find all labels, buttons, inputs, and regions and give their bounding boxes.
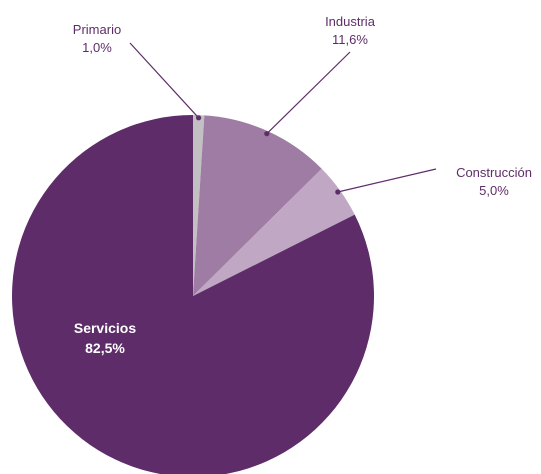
pie-slice-industria <box>193 115 322 296</box>
leader-lines <box>129 42 437 195</box>
pie-slice-construccion <box>193 168 355 296</box>
slice-labels: Primario 1,0% Industria 11,6% Construcción 5,… <box>73 14 532 356</box>
pie-slice-primario <box>193 115 205 296</box>
slice-value-industria: 11,6% <box>332 32 368 47</box>
slice-value-primario: 1,0% <box>82 40 112 55</box>
slice-label-industria: Industria <box>325 14 376 29</box>
leader-dot-construccion <box>335 189 341 195</box>
leader-line-construccion <box>337 168 437 193</box>
leader-dot-industria <box>264 131 270 137</box>
pie-slice-servicios <box>12 115 374 474</box>
slice-label-construccion: Construcción <box>456 165 532 180</box>
leader-line-primario <box>129 42 200 119</box>
slice-label-primario: Primario <box>73 22 121 37</box>
leader-line-industria <box>266 51 351 135</box>
slice-value-construccion: 5,0% <box>479 183 509 198</box>
slice-label-servicios: Servicios <box>74 320 136 336</box>
leader-dot-primario <box>195 115 202 121</box>
slice-value-servicios: 82,5% <box>85 340 125 356</box>
pie-slices <box>12 115 374 474</box>
